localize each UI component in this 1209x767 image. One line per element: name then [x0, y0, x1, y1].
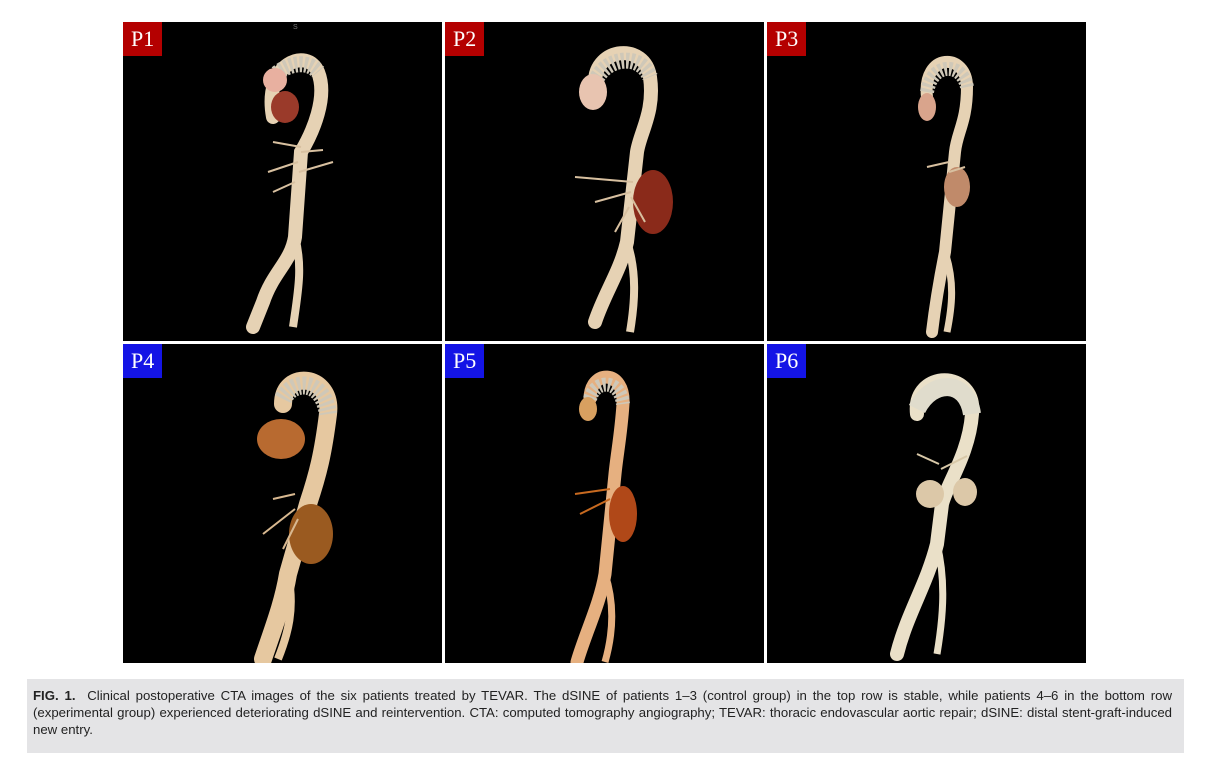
panel-label-p4: P4	[123, 344, 163, 378]
cta-panel-p2: P2	[445, 22, 764, 341]
panel-label-p6: P6	[767, 344, 807, 378]
caption-label: FIG. 1.	[33, 688, 76, 703]
aorta-render-image	[254, 371, 338, 663]
cta-panel-p1: S P1	[123, 22, 442, 341]
cta-panel-p3: P3	[767, 22, 1086, 341]
panel-label-p1: P1	[123, 22, 163, 56]
caption-body: Clinical postoperative CTA images of the…	[33, 688, 1172, 737]
cta-panel-p5: P5	[445, 344, 764, 663]
aorta-render-image	[574, 46, 673, 333]
caption-paragraph: FIG. 1. Clinical postoperative CTA image…	[33, 687, 1172, 738]
aorta-render-image	[890, 373, 981, 661]
panel-label-p2: P2	[445, 22, 485, 56]
aorta-render-image	[918, 56, 974, 338]
figure-caption: FIG. 1. Clinical postoperative CTA image…	[27, 679, 1184, 753]
cta-panel-p4: P4	[123, 344, 442, 663]
panel-label-p3: P3	[767, 22, 807, 56]
figure-grid: S P1 P2 P3	[123, 22, 1086, 663]
aorta-render-image	[246, 53, 334, 334]
cta-panel-p6: P6	[767, 344, 1086, 663]
orientation-marker: S	[293, 24, 298, 31]
panel-label-p5: P5	[445, 344, 485, 378]
aorta-render-image	[570, 370, 637, 663]
